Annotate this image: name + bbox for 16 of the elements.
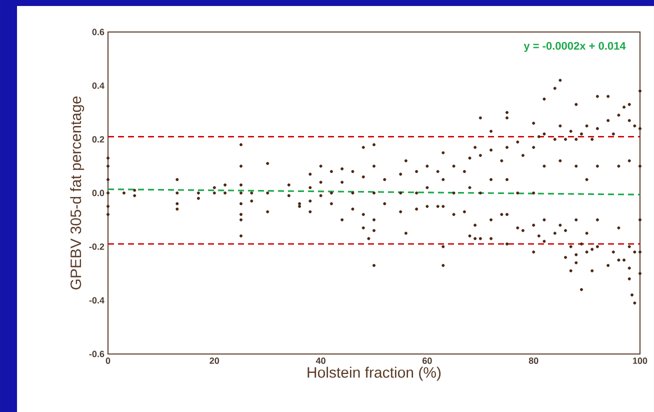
x-tick-label: 20 <box>210 358 220 364</box>
x-tick-label: 0 <box>106 358 110 364</box>
y-axis-title: GPEBV 305-d fat percentage <box>70 96 84 290</box>
x-tick-label: 100 <box>633 358 648 364</box>
y-tick-label: 0.2 <box>92 136 104 143</box>
y-tick-label: -0.2 <box>89 243 104 250</box>
y-tick-label: -0.4 <box>89 297 104 304</box>
y-tick-label: -0.6 <box>89 350 104 358</box>
x-tick-label: 80 <box>528 358 538 364</box>
x-axis-title: Holstein fraction (%) <box>308 366 441 381</box>
x-tick-label: 60 <box>422 358 432 364</box>
y-tick-label: 0.4 <box>92 82 104 89</box>
annotation: y = -0.0002x + 0.014 <box>524 42 626 52</box>
y-tick-label: 0.6 <box>92 28 104 36</box>
x-tick-label: 40 <box>316 358 326 364</box>
y-tick-label: 0.0 <box>92 190 104 196</box>
